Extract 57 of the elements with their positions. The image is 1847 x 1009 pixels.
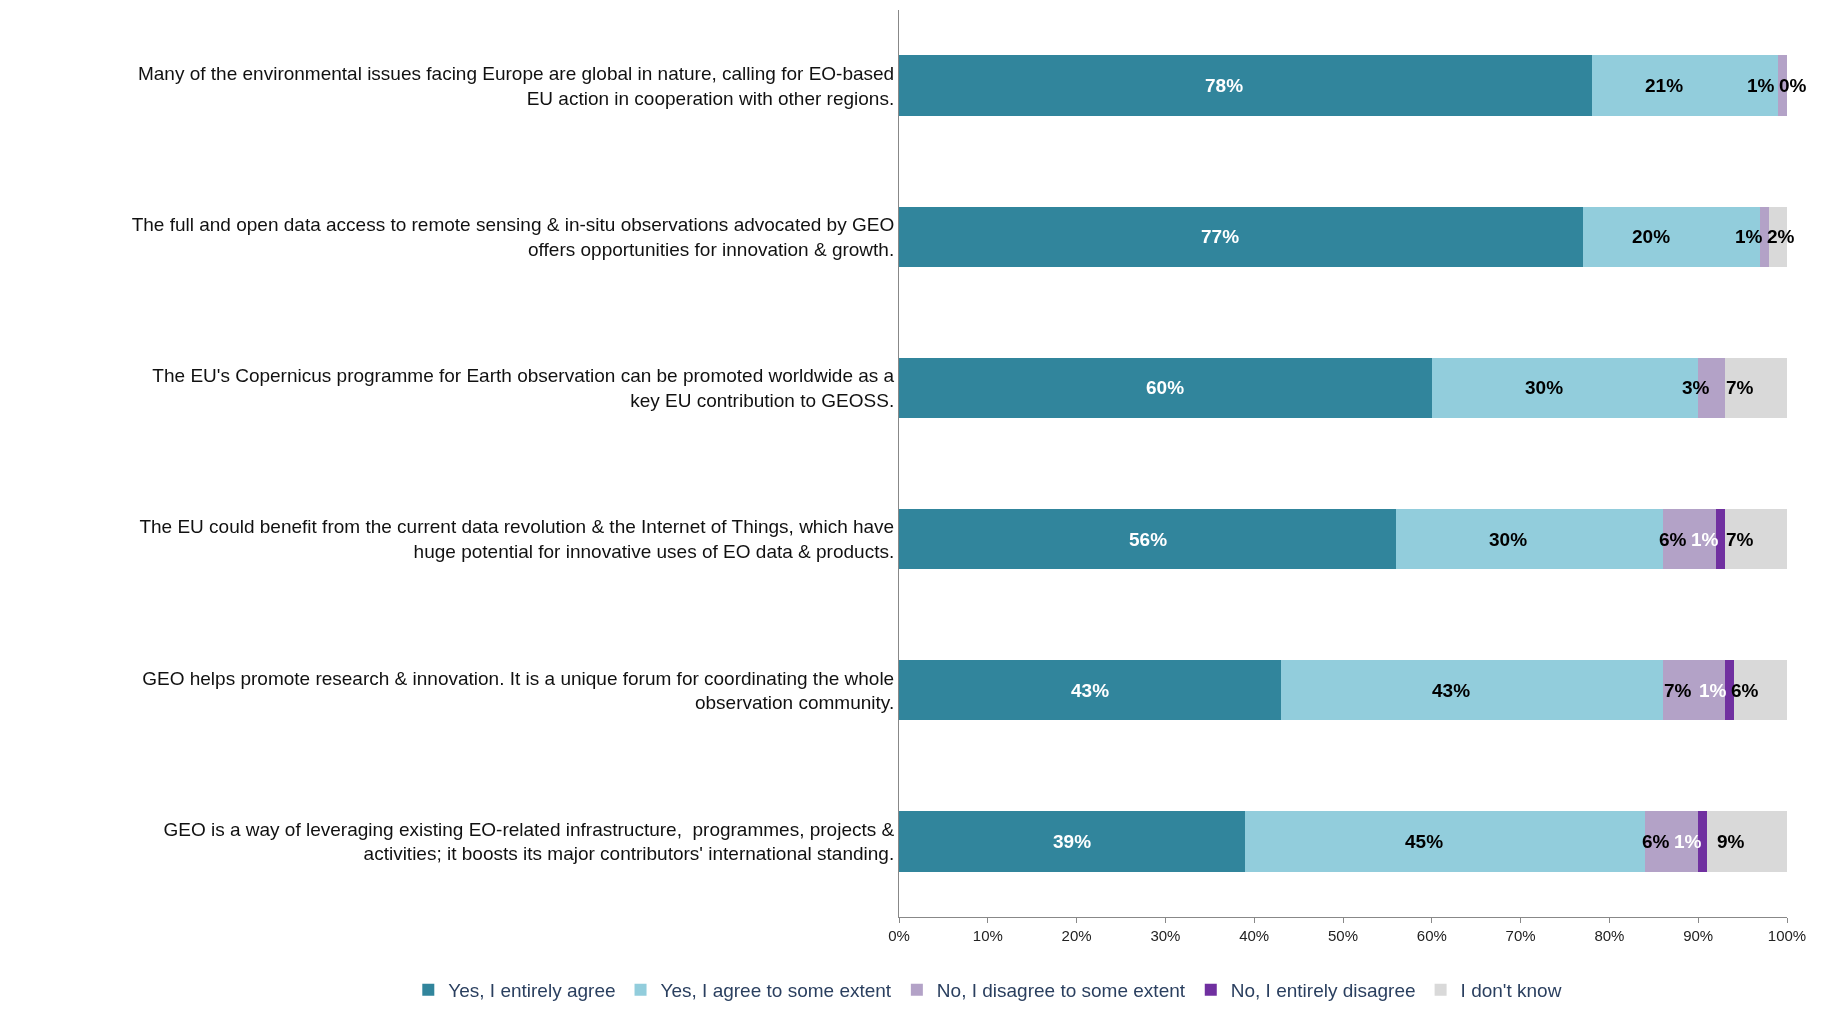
y-tick-label: GEO helps promote research & innovation. It is a unique forum for coordinating the whole observation community. <box>142 667 895 714</box>
bar <box>899 206 1583 267</box>
data-label: 9% <box>1717 831 1745 852</box>
data-label: 20% <box>1632 226 1671 247</box>
data-label: 21% <box>1645 75 1684 96</box>
data-label: 6% <box>1642 831 1670 852</box>
data-label: 2% <box>1767 226 1795 247</box>
bar <box>899 811 1246 872</box>
data-label: 30% <box>1525 377 1564 398</box>
x-tick-label: 30% <box>1150 927 1181 944</box>
data-label: 78% <box>1205 75 1244 96</box>
data-label: 7% <box>1726 377 1754 398</box>
y-tick-label: Many of the environmental issues facing Europe are global in nature, calling for EO-based EU action in cooperation with other regions. <box>137 62 895 109</box>
bar <box>1591 55 1779 116</box>
bar <box>1280 660 1663 721</box>
x-tick-label: 80% <box>1594 927 1625 944</box>
bar <box>1707 811 1787 872</box>
bar <box>899 55 1592 116</box>
data-label: 45% <box>1405 831 1444 852</box>
x-tick-label: 60% <box>1416 927 1447 944</box>
data-label: 6% <box>1659 529 1687 550</box>
x-tick-label: 100% <box>1767 927 1807 944</box>
bar <box>899 660 1281 721</box>
x-tick-label: 50% <box>1327 927 1359 944</box>
x-tick-label: 70% <box>1505 927 1536 944</box>
data-label: 30% <box>1489 529 1528 550</box>
data-label: 0% <box>1779 75 1807 96</box>
data-label: 60% <box>1146 377 1185 398</box>
x-tick-label: 40% <box>1239 927 1270 944</box>
legend-label: No, I disagree to some extent <box>936 980 1186 1002</box>
x-tick-label: 90% <box>1683 927 1714 944</box>
data-label: 39% <box>1053 831 1092 852</box>
bar <box>1582 206 1761 267</box>
x-tick-label: 10% <box>972 927 1003 944</box>
legend-label: I don't know <box>1460 980 1562 1002</box>
y-tick-label: The EU could benefit from the current data revolution & the Internet of Things, which have huge potential for innovative uses of EO data & products. <box>139 516 895 563</box>
data-label: 56% <box>1129 529 1168 550</box>
data-label: 7% <box>1726 529 1754 550</box>
y-tick-label: The full and open data access to remote sensing & in-situ observations advocated by GEO offers opportunities for innovation & growth. <box>131 214 895 260</box>
legend-label: Yes, I agree to some extent <box>660 980 892 1002</box>
y-tick-label: GEO is a way of leveraging existing EO-related infrastructure, programmes, projects & activities; it boosts its major contributors' international standing. <box>163 818 895 865</box>
data-label: 77% <box>1201 226 1240 247</box>
data-label: 1% <box>1735 226 1763 247</box>
legend-label: Yes, I entirely agree <box>448 980 616 1002</box>
legend-label: No, I entirely disagree <box>1230 980 1416 1002</box>
x-tick-label: 0% <box>888 927 910 944</box>
data-label: 43% <box>1071 680 1110 701</box>
x-tick-label: 20% <box>1061 927 1092 944</box>
bar <box>1724 508 1787 570</box>
data-label: 1% <box>1747 75 1775 96</box>
data-label: 7% <box>1664 680 1692 701</box>
y-tick-label: The EU's Copernicus programme for Earth observation can be promoted worldwide as a key EU contribution to GEOSS. <box>152 365 895 411</box>
bar <box>899 508 1397 570</box>
data-label: 43% <box>1432 680 1471 701</box>
data-label: 3% <box>1682 377 1710 398</box>
bar <box>899 357 1432 419</box>
bar <box>1724 357 1787 419</box>
